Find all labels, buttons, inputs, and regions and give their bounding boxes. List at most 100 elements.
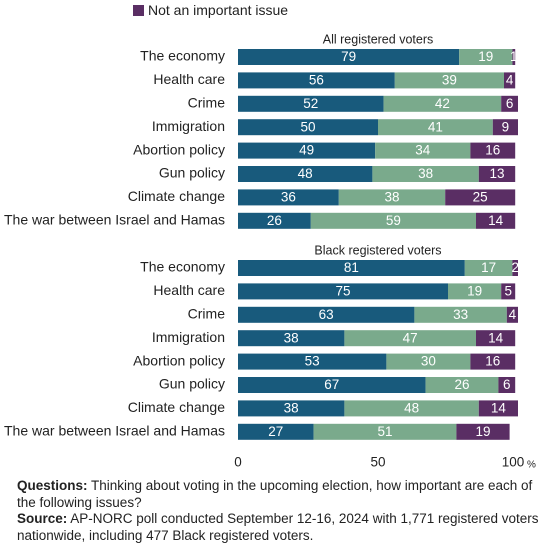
data-label: 26 [454, 377, 469, 392]
data-label: 34 [415, 143, 431, 158]
data-label: 19 [467, 283, 482, 298]
bar-segment [386, 353, 471, 370]
category-label: The war between Israel and Hamas [4, 212, 225, 228]
data-label: 26 [267, 213, 282, 228]
category-label: Gun policy [159, 165, 225, 181]
category-label: Health care [153, 282, 225, 298]
bar-segment [476, 330, 516, 347]
bar-segment [478, 166, 516, 182]
data-label: 17 [481, 260, 496, 275]
source-text: AP-NORC poll conducted September 12-16, … [17, 511, 539, 543]
bar-segment [378, 119, 493, 136]
category-label: Health care [153, 71, 225, 87]
data-label: 13 [489, 166, 504, 181]
bar-segment [512, 49, 516, 65]
category-label: Crime [188, 306, 226, 322]
data-label: 59 [386, 213, 401, 228]
bar-segment [338, 189, 446, 206]
legend-label-not-important: Not an important issue [148, 2, 289, 18]
data-label: 9 [502, 119, 510, 134]
panel-title: All registered voters [323, 32, 433, 46]
data-label: 14 [488, 213, 504, 228]
bar-segment [238, 119, 378, 136]
bar-segment [238, 260, 465, 276]
data-label: 4 [509, 307, 517, 322]
legend-swatch-not-important [133, 4, 144, 16]
data-label: 47 [403, 330, 418, 345]
bar-segment [506, 306, 518, 323]
data-label: 6 [506, 96, 514, 111]
category-label: The economy [140, 259, 225, 275]
bar-segment [414, 306, 507, 323]
bar-segment [501, 283, 516, 300]
x-unit-label: % [527, 460, 536, 471]
bar-segment [445, 189, 516, 206]
data-label: 14 [491, 400, 507, 415]
category-label: The economy [140, 48, 225, 64]
category-label: Abortion policy [133, 141, 225, 157]
category-label: Abortion policy [133, 352, 225, 368]
data-label: 14 [488, 330, 504, 345]
data-label: 19 [475, 424, 490, 439]
bar-segment [344, 330, 476, 347]
category-label: Climate change [128, 188, 225, 204]
data-label: 2 [511, 260, 519, 275]
bar-segment [238, 142, 376, 159]
data-label: 16 [485, 354, 500, 369]
bar-segment [394, 72, 504, 89]
bar-segment [238, 212, 311, 229]
data-label: 38 [284, 330, 299, 345]
data-label: 30 [421, 354, 436, 369]
data-label: 1 [510, 49, 518, 64]
category-label: Climate change [128, 399, 225, 415]
data-label: 16 [485, 143, 500, 158]
bar-segment [238, 49, 460, 65]
data-label: 36 [281, 189, 296, 204]
legend: Not an important issue [133, 2, 288, 18]
bar-segment [383, 95, 502, 112]
bar-segment [456, 423, 510, 440]
bar-segment [238, 306, 415, 323]
bar-segment [492, 119, 518, 136]
bar-segment [464, 260, 513, 276]
stacked-bar-chart: All registered voters The economy 79 19 1 Hea… [4, 32, 536, 471]
bar-segment [470, 353, 516, 370]
data-label: 49 [299, 143, 314, 158]
data-label: 79 [341, 49, 356, 64]
data-label: 48 [404, 400, 419, 415]
data-label: 25 [473, 189, 488, 204]
bar-segment [238, 189, 339, 206]
x-tick-label: 100 [502, 455, 525, 470]
bar-segment [238, 330, 345, 347]
bar-segment [512, 260, 518, 276]
data-label: 27 [268, 424, 283, 439]
data-label: 81 [344, 260, 359, 275]
data-label: 39 [442, 72, 457, 87]
bar-segment [313, 423, 457, 440]
bar-segment [238, 423, 314, 440]
data-label: 6 [503, 377, 511, 392]
data-label: 75 [335, 283, 350, 298]
chart-notes: Questions: Thinking about voting in the … [17, 478, 542, 544]
bar-segment [498, 377, 516, 393]
bar-segment [476, 212, 516, 229]
questions-note: Questions: Thinking about voting in the … [17, 478, 542, 511]
data-label: 42 [435, 96, 450, 111]
x-tick-label: 0 [234, 455, 242, 470]
category-label: The war between Israel and Hamas [4, 423, 225, 439]
bar-segment [478, 400, 518, 417]
questions-text: Thinking about voting in the upcoming el… [17, 478, 533, 510]
data-label: 19 [478, 49, 493, 64]
bar-segment [448, 283, 502, 300]
category-label: Immigration [152, 329, 225, 345]
data-label: 56 [309, 72, 324, 87]
source-label: Source: [17, 511, 68, 526]
bar-segment [504, 72, 516, 89]
x-tick-label: 50 [370, 455, 385, 470]
data-label: 51 [377, 424, 392, 439]
bar-segment [470, 142, 516, 159]
bar-segment [238, 283, 448, 300]
bar-segment [344, 400, 479, 417]
data-label: 63 [319, 307, 334, 322]
